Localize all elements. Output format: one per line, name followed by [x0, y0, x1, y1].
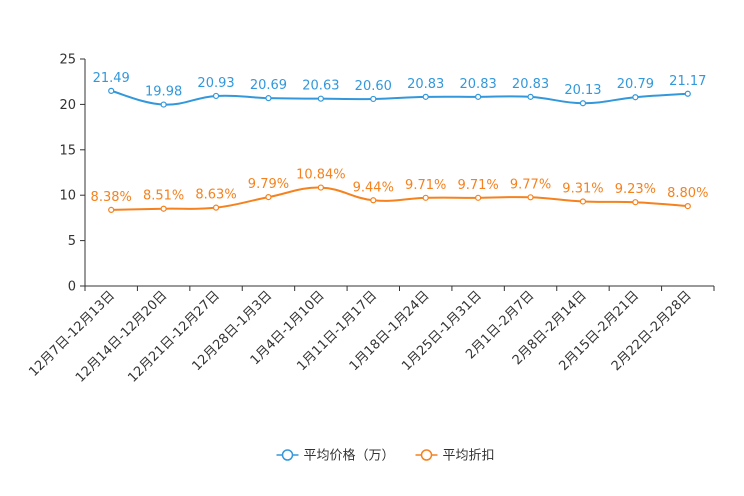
- legend-label: 平均折扣: [443, 449, 495, 464]
- data-point[interactable]: [108, 87, 115, 94]
- data-label: 10.84%: [296, 168, 346, 183]
- y-tick-label: 5: [68, 234, 76, 249]
- data-point[interactable]: [265, 194, 272, 201]
- series-line-1: [110, 89, 688, 106]
- data-label: 19.98: [145, 85, 182, 100]
- data-label: 8.38%: [91, 190, 132, 205]
- data-point[interactable]: [370, 197, 377, 204]
- data-label: 20.60: [355, 79, 392, 94]
- data-label: 9.79%: [248, 177, 289, 192]
- data-point[interactable]: [632, 94, 639, 101]
- data-point[interactable]: [579, 100, 587, 107]
- data-point[interactable]: [160, 101, 167, 108]
- data-point[interactable]: [475, 93, 482, 100]
- data-point[interactable]: [317, 184, 324, 191]
- data-point[interactable]: [265, 95, 272, 102]
- data-point[interactable]: [160, 205, 167, 212]
- data-point[interactable]: [579, 198, 587, 205]
- y-tick-label: 25: [59, 53, 76, 68]
- y-tick-label: 15: [59, 143, 76, 158]
- data-point[interactable]: [422, 194, 429, 201]
- legend[interactable]: 平均价格（万） 平均折扣: [276, 448, 495, 464]
- data-point[interactable]: [684, 202, 691, 210]
- y-tick-label: 0: [68, 280, 76, 295]
- x-tick-label: 12月7日-12月13日: [26, 288, 118, 380]
- legend-item-2[interactable]: 平均折扣: [415, 449, 495, 464]
- legend-circle-icon: [420, 449, 433, 461]
- data-point[interactable]: [527, 93, 534, 100]
- data-point[interactable]: [422, 93, 429, 100]
- data-label: 20.13: [564, 83, 601, 98]
- data-label: 20.79: [617, 77, 654, 92]
- series-lines: [110, 89, 688, 211]
- y-tick-label: 10: [59, 189, 76, 204]
- data-point[interactable]: [212, 204, 220, 211]
- legend-label: 平均价格（万）: [304, 448, 395, 464]
- y-tick-label: 20: [59, 98, 76, 113]
- data-point[interactable]: [317, 95, 324, 102]
- data-point[interactable]: [684, 90, 691, 97]
- data-point[interactable]: [527, 194, 534, 201]
- series-points: [108, 87, 691, 214]
- data-label: 20.83: [407, 77, 444, 92]
- data-label: 9.77%: [510, 177, 551, 192]
- data-label: 9.71%: [457, 178, 498, 193]
- data-label: 21.17: [669, 74, 706, 89]
- data-label: 9.71%: [405, 178, 446, 193]
- data-label: 9.23%: [615, 182, 656, 197]
- data-label: 20.93: [197, 76, 234, 91]
- legend-circle-icon: [281, 449, 294, 461]
- data-label: 20.69: [250, 78, 287, 93]
- data-point[interactable]: [370, 95, 377, 103]
- data-label: 8.51%: [143, 189, 184, 204]
- data-label: 9.31%: [562, 181, 603, 196]
- data-label: 20.83: [460, 77, 497, 92]
- axes: 0 5 10 15 20 25 12月7日-12月13日12月14日-12月20日12月21…: [26, 53, 715, 386]
- data-point[interactable]: [108, 206, 115, 214]
- data-label: 9.44%: [353, 180, 394, 195]
- legend-item-1[interactable]: 平均价格（万）: [276, 448, 395, 464]
- data-label: 20.83: [512, 77, 549, 92]
- data-label: 20.63: [302, 79, 339, 94]
- data-point[interactable]: [475, 194, 482, 201]
- data-labels: 21.49 19.98 20.93 20.69 20.63 20.60 20.83 20.83…: [91, 71, 709, 205]
- data-label: 8.80%: [667, 186, 708, 201]
- data-point[interactable]: [212, 92, 220, 100]
- data-point[interactable]: [632, 199, 639, 206]
- data-label: 8.63%: [195, 188, 236, 203]
- data-label: 21.49: [93, 71, 130, 86]
- x-tick-label: 12月14日-12月20日: [73, 288, 170, 385]
- x-tick-label: 12月21日-12月27日: [125, 288, 222, 385]
- series-line-2: [111, 186, 688, 211]
